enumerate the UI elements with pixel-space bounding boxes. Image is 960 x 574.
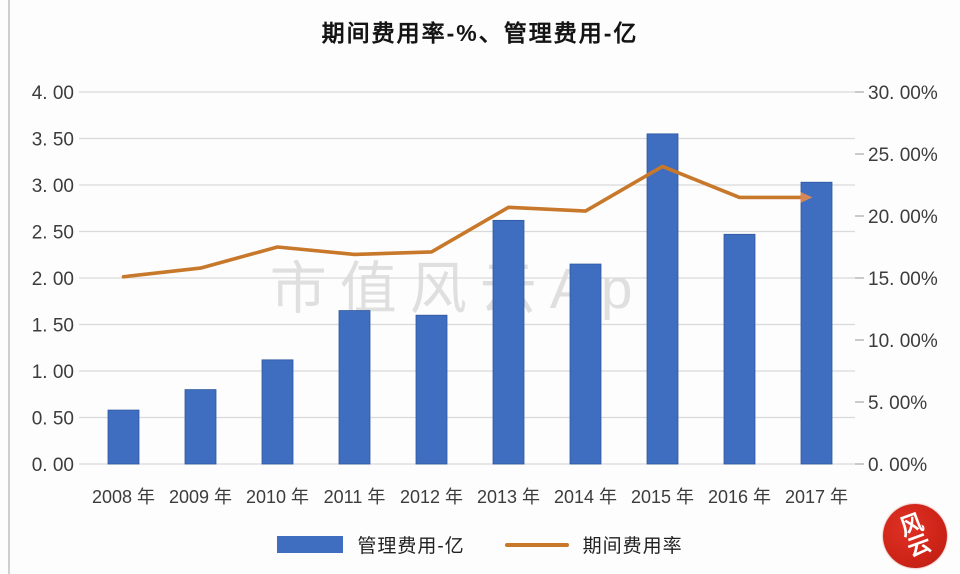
bar-2011 bbox=[338, 310, 371, 465]
bar-2012 bbox=[415, 314, 448, 465]
bar-series-swatch bbox=[277, 536, 344, 553]
bar-2017 bbox=[800, 181, 833, 465]
x-axis-label: 2017 年 bbox=[785, 487, 848, 507]
right-axis-tick-label: 0. 00% bbox=[868, 455, 927, 476]
x-axis-label: 2008 年 bbox=[92, 487, 155, 507]
bar-2008 bbox=[107, 409, 140, 465]
chart-legend: 管理费用-亿 期间费用率 bbox=[0, 531, 960, 558]
x-axis-label: 2015 年 bbox=[631, 487, 694, 507]
x-axis-label: 2011 年 bbox=[324, 487, 386, 507]
bar-2016 bbox=[723, 233, 756, 465]
x-axis-label: 2016 年 bbox=[708, 487, 771, 507]
x-axis-label: 2012 年 bbox=[400, 487, 463, 507]
x-axis-label: 2013 年 bbox=[477, 487, 540, 507]
bar-2015 bbox=[646, 133, 679, 465]
right-axis-tick-label: 10. 00% bbox=[868, 331, 938, 352]
line-series-swatch bbox=[504, 542, 569, 547]
right-axis-tick-label: 15. 00% bbox=[868, 269, 938, 290]
left-axis-tick-label: 3. 00 bbox=[32, 176, 74, 197]
legend-label-management-expense: 管理费用-亿 bbox=[357, 536, 465, 557]
legend-item-expense-ratio: 期间费用率 bbox=[504, 531, 683, 558]
left-border-line bbox=[8, 0, 10, 574]
right-axis-tick-label: 25. 00% bbox=[868, 145, 938, 166]
left-axis-tick-label: 2. 00 bbox=[32, 269, 74, 290]
left-axis-tick-label: 3. 50 bbox=[32, 130, 74, 151]
x-axis-label: 2010 年 bbox=[246, 487, 309, 507]
legend-item-management-expense: 管理费用-亿 bbox=[277, 531, 464, 558]
left-axis-tick-label: 4. 00 bbox=[32, 83, 74, 104]
expense-ratio-line bbox=[121, 164, 806, 279]
x-axis-label: 2014 年 bbox=[554, 487, 617, 507]
left-axis-tick-label: 2. 50 bbox=[32, 223, 74, 244]
legend-label-expense-ratio: 期间费用率 bbox=[582, 536, 683, 557]
x-axis-label: 2009 年 bbox=[169, 487, 232, 507]
seal-text: 风 云 bbox=[895, 508, 934, 562]
left-axis-tick-label: 1. 50 bbox=[32, 316, 74, 337]
right-axis-tick-label: 5. 00% bbox=[868, 393, 927, 414]
bar-2009 bbox=[184, 389, 217, 465]
chart-title: 期间费用率-%、管理费用-亿 bbox=[321, 20, 639, 46]
left-axis-tick-label: 0. 00 bbox=[32, 455, 74, 476]
right-axis-tick-label: 20. 00% bbox=[868, 207, 938, 228]
left-axis-tick-label: 1. 00 bbox=[32, 362, 74, 383]
line-arrowhead bbox=[800, 191, 813, 203]
bar-2010 bbox=[261, 359, 294, 465]
bar-2014 bbox=[569, 263, 602, 465]
right-axis-tick-label: 30. 00% bbox=[868, 83, 938, 104]
bar-2013 bbox=[492, 219, 525, 465]
left-axis-tick-label: 0. 50 bbox=[32, 409, 74, 430]
